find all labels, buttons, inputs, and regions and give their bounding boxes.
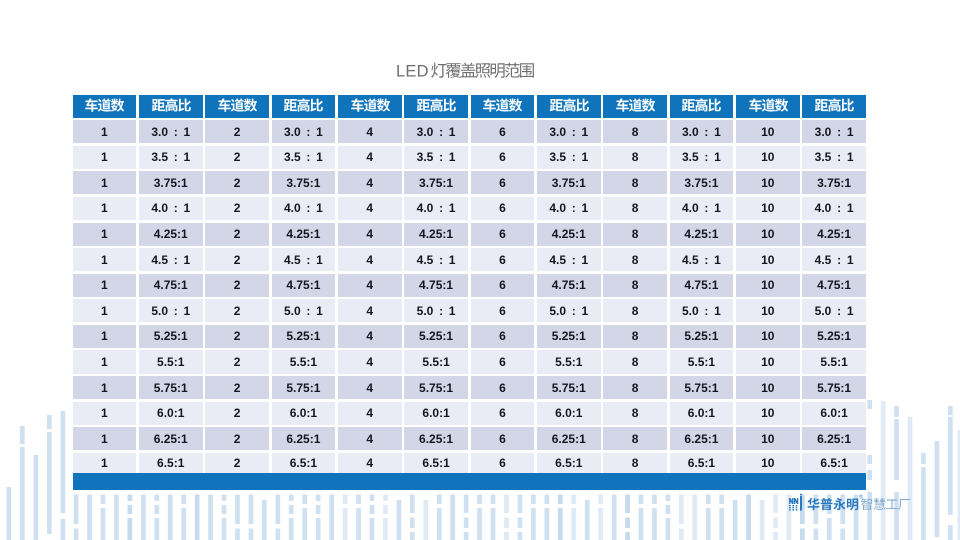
svg-text:LED: LED (396, 63, 429, 81)
svg-text:®: ® (859, 494, 863, 501)
